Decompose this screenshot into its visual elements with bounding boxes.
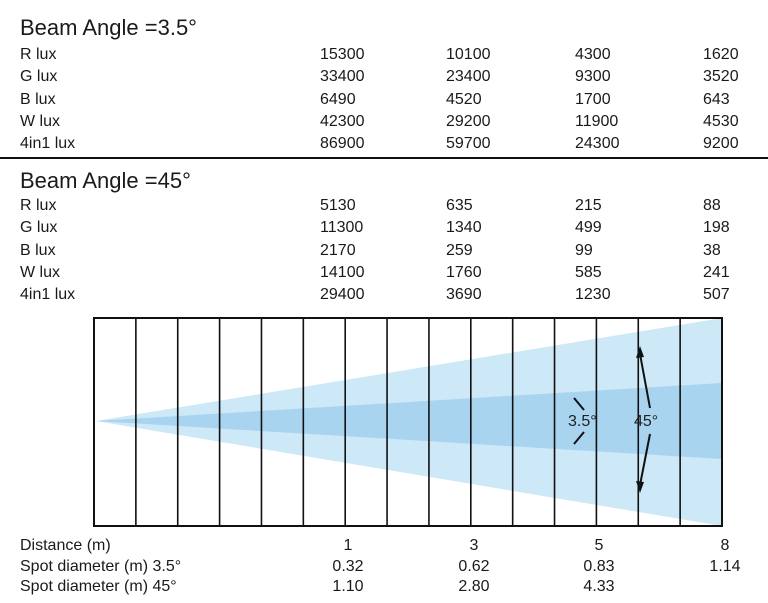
narrow-angle-arrow-bottom: [573, 431, 585, 445]
row-label-w: W lux: [20, 264, 60, 281]
distance-value: 1: [343, 537, 353, 554]
spot-narrow-label: Spot diameter (m) 3.5°: [20, 558, 182, 575]
value-cell: 24300: [575, 135, 620, 152]
value-cell: 6490: [320, 91, 356, 108]
distance-value: 3: [469, 537, 479, 554]
value-cell: 14100: [320, 264, 365, 281]
distance-label: Distance (m): [20, 537, 111, 554]
spot-narrow-value: 1.14: [709, 558, 741, 575]
diagram-border: [93, 317, 723, 527]
value-cell: 99: [575, 242, 593, 259]
value-cell: 4300: [575, 46, 611, 63]
value-cell: 86900: [320, 135, 365, 152]
value-cell: 499: [575, 219, 602, 236]
row-label-r: R lux: [20, 197, 57, 214]
row-label-4in1: 4in1 lux: [20, 286, 76, 303]
section-title-wide: Beam Angle =45°: [20, 168, 191, 193]
wide-angle-arrow-top: [639, 353, 651, 409]
value-cell: 1760: [446, 264, 482, 281]
distance-value: 8: [720, 537, 730, 554]
value-cell: 241: [703, 264, 730, 281]
value-cell: 59700: [446, 135, 491, 152]
section-divider: [0, 157, 768, 159]
spot-narrow-value: 0.83: [583, 558, 615, 575]
value-cell: 2170: [320, 242, 356, 259]
value-cell: 29400: [320, 286, 365, 303]
wide-angle-label: 45°: [634, 413, 658, 430]
spot-wide-value: 4.33: [583, 578, 615, 595]
distance-grid: [135, 318, 681, 526]
value-cell: 10100: [446, 46, 491, 63]
wide-angle-arrow-bottom: [639, 433, 651, 486]
spot-wide-label: Spot diameter (m) 45°: [20, 578, 177, 595]
value-cell: 23400: [446, 68, 491, 85]
row-label-g: G lux: [20, 219, 58, 236]
wide-angle-arrowhead-top: [636, 346, 644, 358]
value-cell: 11900: [575, 113, 619, 130]
value-cell: 15300: [320, 46, 365, 63]
row-label-b: B lux: [20, 91, 56, 108]
value-cell: 585: [575, 264, 602, 281]
value-cell: 1700: [575, 91, 611, 108]
spot-narrow-value: 0.62: [458, 558, 490, 575]
row-label-r: R lux: [20, 46, 57, 63]
value-cell: 643: [703, 91, 730, 108]
row-label-b: B lux: [20, 242, 56, 259]
value-cell: 33400: [320, 68, 365, 85]
value-cell: 1340: [446, 219, 482, 236]
spot-narrow-value: 0.32: [332, 558, 364, 575]
value-cell: 5130: [320, 197, 356, 214]
spot-wide-value: 1.10: [332, 578, 364, 595]
value-cell: 259: [446, 242, 473, 259]
value-cell: 4520: [446, 91, 482, 108]
value-cell: 42300: [320, 113, 365, 130]
value-cell: 9300: [575, 68, 611, 85]
value-cell: 38: [703, 242, 721, 259]
narrow-angle-arrow-top: [573, 397, 585, 411]
value-cell: 3690: [446, 286, 482, 303]
value-cell: 4530: [703, 113, 739, 130]
value-cell: 29200: [446, 113, 491, 130]
section-title-narrow: Beam Angle =3.5°: [20, 15, 197, 40]
value-cell: 1620: [703, 46, 739, 63]
narrow-beam-cone: [96, 383, 722, 459]
value-cell: 3520: [703, 68, 739, 85]
value-cell: 215: [575, 197, 602, 214]
row-label-4in1: 4in1 lux: [20, 135, 76, 152]
value-cell: 507: [703, 286, 730, 303]
distance-value: 5: [594, 537, 604, 554]
row-label-w: W lux: [20, 113, 60, 130]
spot-wide-value: 2.80: [458, 578, 490, 595]
narrow-angle-label: 3.5°: [568, 413, 597, 430]
value-cell: 88: [703, 197, 721, 214]
wide-angle-arrowhead-bottom: [636, 481, 644, 493]
value-cell: 11300: [320, 219, 364, 236]
value-cell: 198: [703, 219, 730, 236]
row-label-g: G lux: [20, 68, 58, 85]
value-cell: 9200: [703, 135, 739, 152]
value-cell: 635: [446, 197, 473, 214]
value-cell: 1230: [575, 286, 611, 303]
